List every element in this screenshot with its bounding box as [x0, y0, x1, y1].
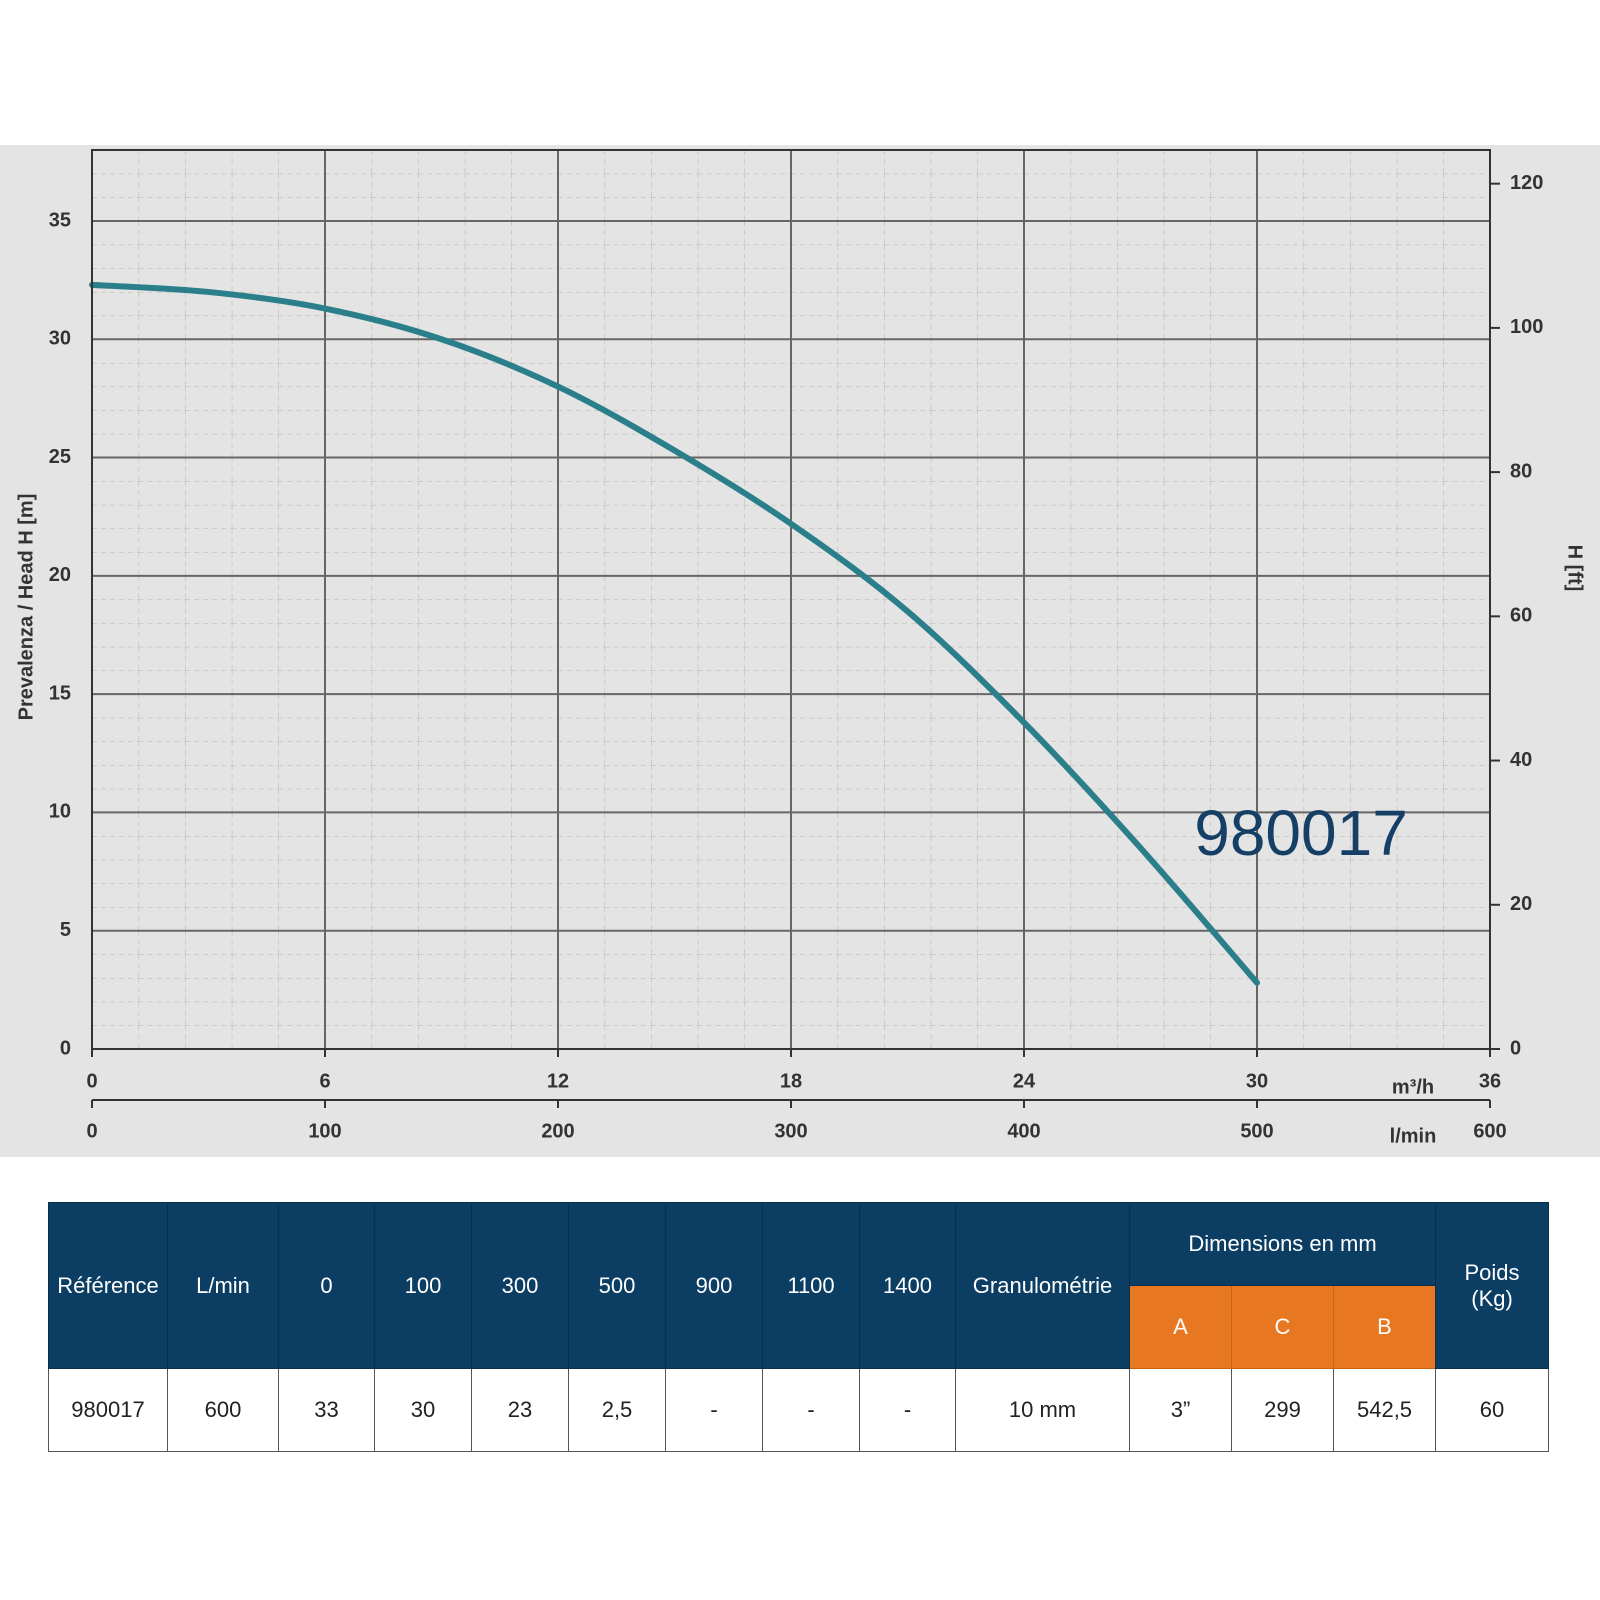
header-cell: Dimensions en mm: [1128, 1202, 1437, 1286]
spec-table: Référence L/min 0 100 300 500 900 1100 1400 Granu…: [48, 1202, 1550, 1452]
x-tick-label: 30: [1246, 1070, 1268, 1092]
header-cell: 300: [471, 1202, 569, 1369]
x-tick-label: 0: [86, 1070, 97, 1092]
x-tick-label: 36: [1479, 1070, 1501, 1092]
pump-curve: [89, 281, 1260, 986]
table-cell: 60: [1435, 1368, 1550, 1452]
table-cell: -: [762, 1368, 860, 1452]
table-cell: 299: [1231, 1368, 1334, 1452]
header-cell: Granulométrie: [955, 1202, 1130, 1369]
x-tick-label: 24: [1013, 1070, 1036, 1092]
y-tick-label: 0: [60, 1037, 71, 1059]
x-tick-label: 18: [780, 1070, 802, 1092]
table-cell: 980017: [48, 1368, 168, 1452]
y-tick-label: 10: [49, 801, 71, 823]
table-cell: 542,5: [1332, 1368, 1437, 1452]
header-cell: Poids (Kg): [1435, 1202, 1550, 1369]
y-tick-label: 5: [60, 919, 71, 941]
header-cell: 1400: [859, 1202, 956, 1369]
table-cell: 23: [471, 1368, 569, 1452]
y-axis-label: Prevalenza / Head H [m]: [15, 494, 37, 721]
header-cell: 900: [665, 1202, 763, 1369]
table-cell: 30: [374, 1368, 472, 1452]
y-tick-label: 25: [49, 446, 71, 468]
table-cell: -: [859, 1368, 956, 1452]
plot-frame: [91, 149, 1491, 1050]
dimension-header: A: [1129, 1285, 1232, 1369]
dimension-header: B: [1332, 1285, 1437, 1369]
table-cell: -: [665, 1368, 763, 1452]
header-cell: 1100: [762, 1202, 860, 1369]
dimension-header: C: [1231, 1285, 1334, 1369]
x2-tick-label: 200: [541, 1120, 574, 1142]
y-tick-label: 20: [49, 564, 71, 586]
x2-tick-label: 500: [1240, 1120, 1273, 1142]
annotation: 980017: [1194, 797, 1408, 869]
table-cell: 3”: [1129, 1368, 1232, 1452]
table-cell: 600: [167, 1368, 279, 1452]
y2-tick-label: 0: [1510, 1037, 1521, 1059]
x2-tick-label: 600: [1473, 1120, 1506, 1142]
x2-tick-label: 0: [86, 1120, 97, 1142]
y-tick-label: 35: [49, 209, 71, 231]
table-row: 980017 600 33 30 23 2,5- - -10 mm 3” 299 542,5 60: [48, 1368, 1550, 1452]
x-tick-label: 12: [547, 1070, 569, 1092]
x2-tick-label: 100: [308, 1120, 341, 1142]
table-cell: 2,5: [568, 1368, 666, 1452]
table-cell: 10 mm: [955, 1368, 1130, 1452]
x2-tick-label: 300: [774, 1120, 807, 1142]
x2-tick-label: 400: [1007, 1120, 1040, 1142]
y2-axis-label: H [ft]: [1564, 545, 1586, 592]
header-cell: 0: [278, 1202, 375, 1369]
y2-tick-label: 80: [1510, 460, 1532, 482]
y2-tick-label: 40: [1510, 749, 1532, 771]
table-cell: 33: [278, 1368, 375, 1452]
header-cell: 100: [374, 1202, 472, 1369]
y-tick-label: 30: [49, 328, 71, 350]
y2-tick-label: 120: [1510, 172, 1543, 194]
y2-tick-label: 20: [1510, 893, 1532, 915]
header-cell: L/min: [167, 1202, 279, 1369]
y2-tick-label: 100: [1510, 316, 1543, 338]
y-tick-label: 15: [49, 682, 71, 704]
header-cell: Référence: [48, 1202, 168, 1369]
header-cell: 500: [568, 1202, 666, 1369]
y2-tick-label: 60: [1510, 605, 1532, 627]
x2-axis-label: l/min: [1390, 1125, 1437, 1147]
x-axis-label: m³/h: [1392, 1076, 1434, 1098]
x-tick-label: 6: [319, 1070, 330, 1092]
